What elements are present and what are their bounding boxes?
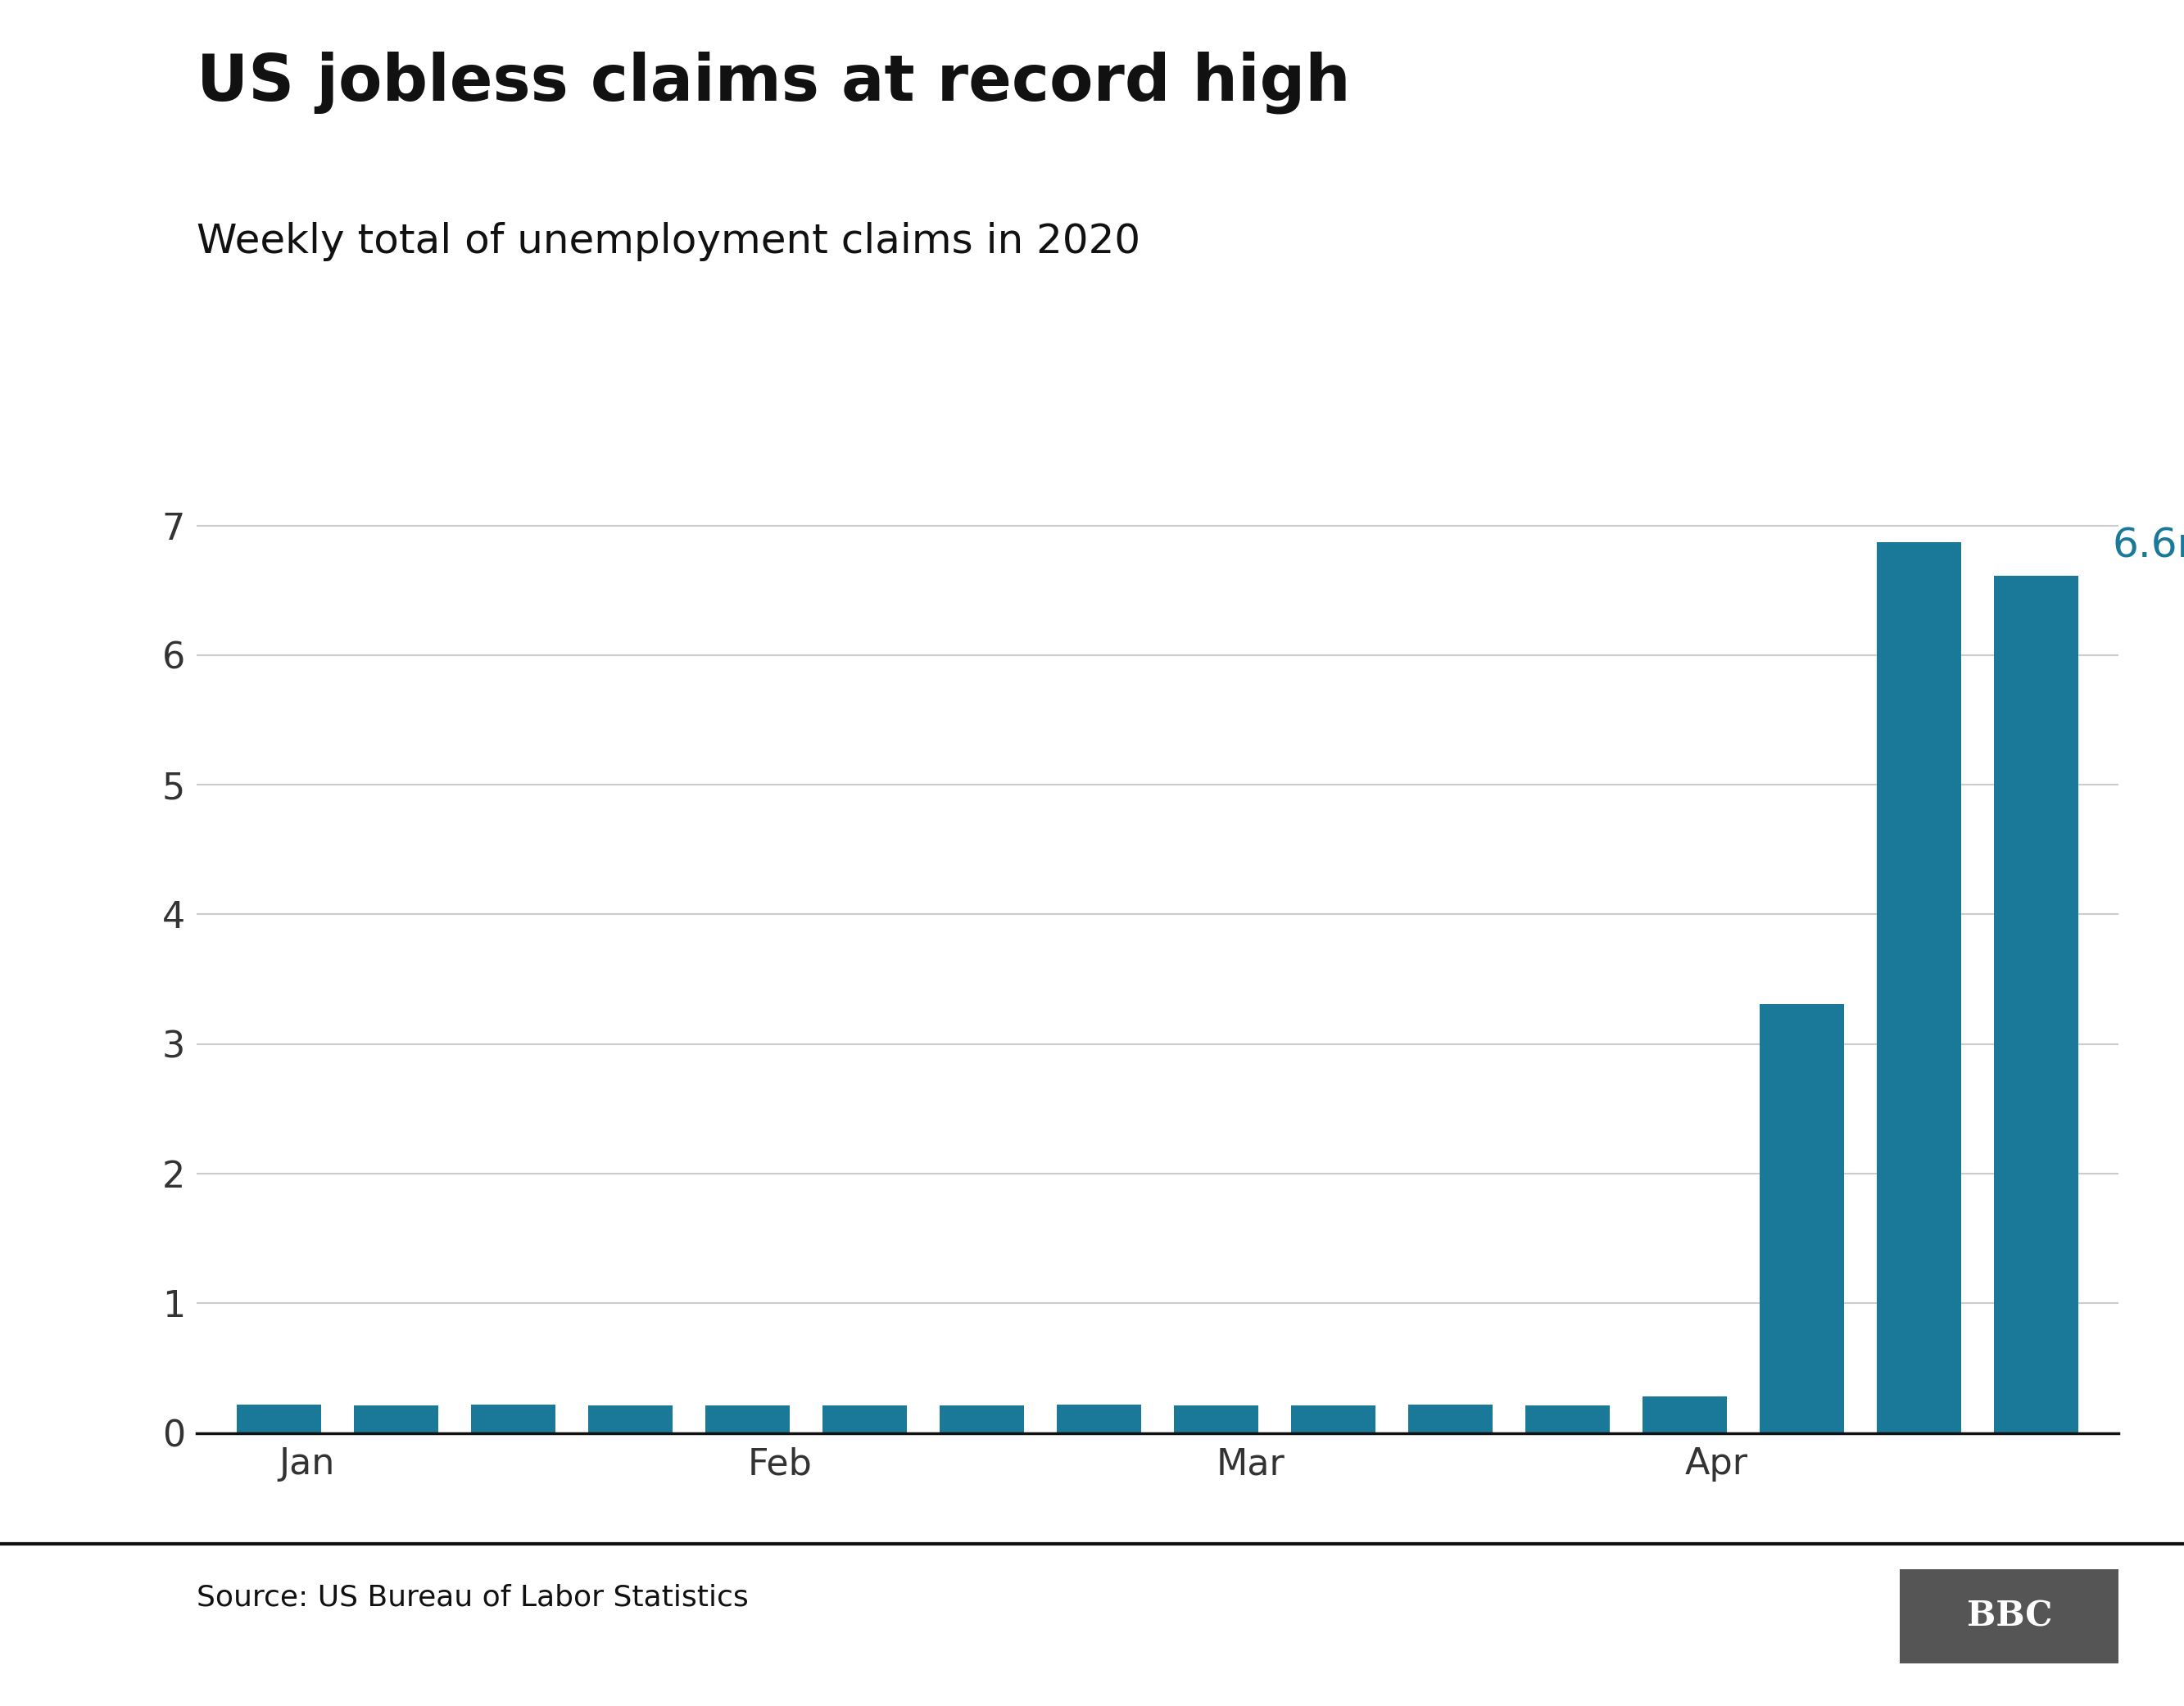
Bar xyxy=(1760,1003,1843,1433)
Bar xyxy=(1994,577,2079,1433)
Text: US jobless claims at record high: US jobless claims at record high xyxy=(197,51,1350,114)
Bar xyxy=(1524,1406,1610,1433)
Bar xyxy=(1876,543,1961,1433)
Bar xyxy=(1175,1406,1258,1433)
Bar xyxy=(587,1406,673,1433)
Bar xyxy=(939,1406,1024,1433)
Bar xyxy=(1057,1404,1140,1433)
Bar xyxy=(472,1404,555,1433)
Text: Weekly total of unemployment claims in 2020: Weekly total of unemployment claims in 2… xyxy=(197,222,1140,261)
Bar xyxy=(1291,1406,1376,1433)
Text: BBC: BBC xyxy=(1966,1599,2053,1634)
Bar xyxy=(705,1406,791,1433)
Bar xyxy=(823,1406,906,1433)
Text: 6.6m: 6.6m xyxy=(2112,527,2184,566)
Bar xyxy=(1409,1404,1492,1433)
Bar xyxy=(236,1404,321,1433)
Text: Source: US Bureau of Labor Statistics: Source: US Bureau of Labor Statistics xyxy=(197,1583,749,1610)
Bar xyxy=(1642,1397,1728,1433)
Bar xyxy=(354,1406,439,1433)
